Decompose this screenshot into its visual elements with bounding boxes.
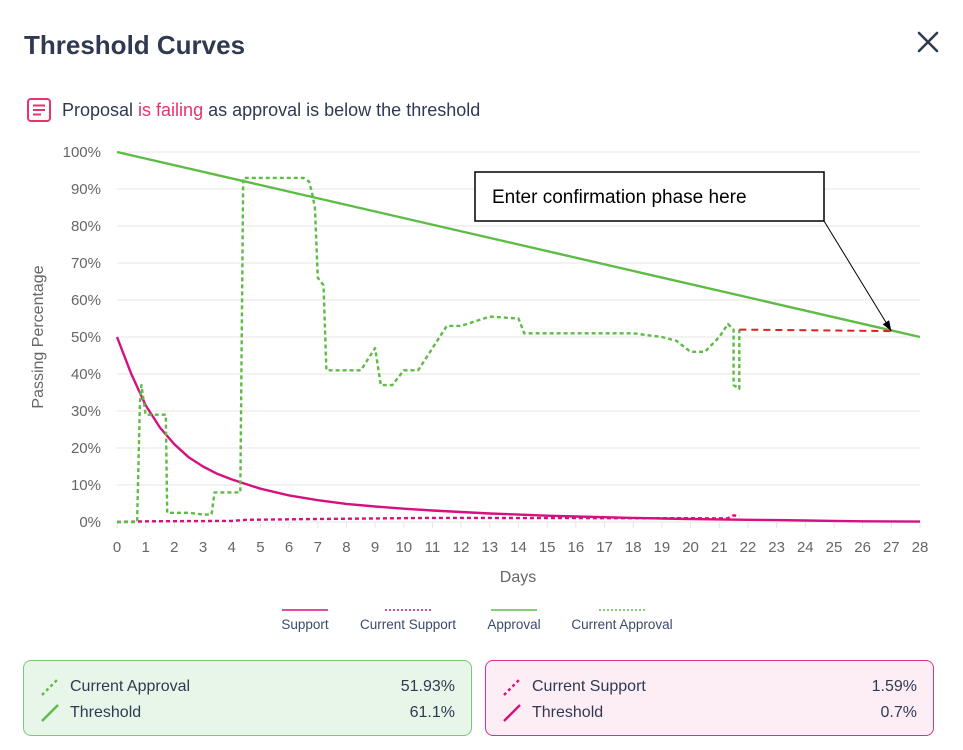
status-message: Proposal is failing as approval is below… [26,97,480,123]
x-tick-label: 26 [854,539,871,556]
x-tick-label: 3 [199,539,207,556]
x-tick-label: 27 [883,539,900,556]
y-tick-label: 30% [71,403,101,420]
legend-item-support: Support [281,617,329,632]
x-tick-label: 20 [682,539,699,556]
y-tick-label: 60% [71,292,101,309]
annotation-arrow [823,220,892,332]
x-tick-label: 7 [314,539,322,556]
document-icon [27,98,51,122]
x-tick-label: 14 [510,539,527,556]
annotation-text: Enter confirmation phase here [492,187,747,208]
x-tick-label: 21 [711,539,728,556]
x-axis-label: Days [500,569,536,586]
x-tick-label: 2 [170,539,178,556]
dotted-line-icon [503,678,521,696]
legend-item-current-approval: Current Approval [571,617,672,632]
x-tick-label: 13 [481,539,498,556]
support-card: Current Support 1.59% Threshold 0.7% [485,660,934,736]
x-tick-label: 18 [625,539,642,556]
x-tick-label: 5 [256,539,264,556]
x-tick-label: 12 [453,539,470,556]
x-tick-label: 19 [654,539,671,556]
projection-line [739,328,892,333]
x-tick-label: 23 [768,539,785,556]
x-tick-label: 22 [740,539,757,556]
x-tick-label: 25 [826,539,843,556]
x-tick-label: 11 [425,539,441,556]
page-title: Threshold Curves [24,30,246,60]
series-line-current-support [116,514,740,524]
status-suffix: as approval is below the threshold [203,99,481,120]
current-approval-label: Current Approval [70,678,191,695]
status-state: is failing [138,99,204,120]
y-tick-label: 70% [71,255,101,272]
current-support-label: Current Support [532,678,646,695]
y-tick-label: 10% [71,477,101,494]
series-line-approval [116,150,921,339]
x-tick-label: 6 [285,539,293,556]
close-icon[interactable] [912,26,944,58]
current-approval-row: Current Approval 51.93% [40,675,455,699]
status-prefix: Proposal [62,99,139,120]
y-tick-label: 40% [71,366,101,383]
y-tick-label: 20% [71,440,101,457]
x-tick-label: 28 [912,539,929,556]
support-threshold-row: Threshold 0.7% [502,701,917,725]
threshold-chart: 0%10%20%30%40%50%60%70%80%90%100%0 1 2 3 4 5 6… [30,144,929,632]
x-tick-label: 16 [568,539,585,556]
current-approval-value: 51.93% [400,678,455,695]
x-tick-label: 4 [228,539,236,556]
approval-threshold-value: 61.1% [409,704,455,721]
x-tick-label: 0 [113,539,121,556]
dotted-line-icon [41,678,59,696]
legend-item-current-support: Current Support [360,617,456,632]
y-tick-label: 0% [79,514,101,531]
y-tick-label: 100% [63,144,101,161]
x-tick-label: 8 [342,539,350,556]
current-support-value: 1.59% [871,678,917,695]
approval-threshold-row: Threshold 61.1% [40,701,455,725]
annotation-box [474,171,825,222]
approval-card: Current Approval 51.93% Threshold 61.1% [23,660,472,736]
x-tick-label: 17 [596,539,613,556]
solid-line-icon [41,704,59,722]
current-support-row: Current Support 1.59% [502,675,917,699]
y-tick-label: 80% [71,218,101,235]
x-tick-label: 9 [371,539,379,556]
approval-threshold-label: Threshold [70,704,142,721]
solid-line-icon [503,704,521,722]
series-line-support [115,336,921,523]
support-threshold-value: 0.7% [880,704,917,721]
x-tick-label: 15 [539,539,556,556]
x-tick-label: 1 [142,539,150,556]
legend-item-approval: Approval [487,617,540,632]
support-threshold-label: Threshold [532,704,604,721]
annotation-arrowhead [882,320,892,332]
y-axis-label: Passing Percentage [30,265,47,408]
x-tick-label: 10 [395,539,412,556]
series-line-current-approval [117,176,741,524]
y-tick-label: 50% [71,329,101,346]
y-tick-label: 90% [71,181,101,198]
x-tick-label: 24 [797,539,814,556]
